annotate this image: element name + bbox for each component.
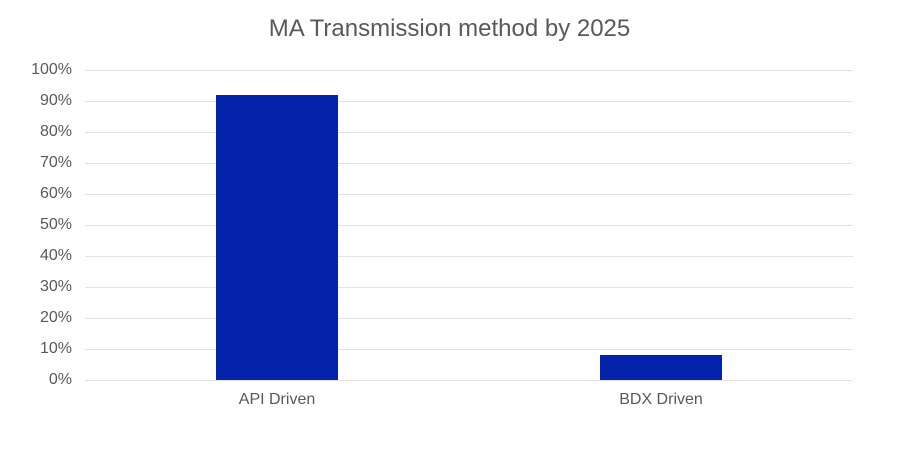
y-tick-label: 60% (39, 185, 72, 202)
y-tick-label: 80% (39, 123, 72, 140)
gridline (85, 101, 853, 102)
y-tick-label: 0% (48, 371, 72, 388)
gridline (85, 349, 853, 350)
y-tick-label: 100% (31, 61, 72, 78)
y-tick-label: 40% (39, 247, 72, 264)
bar-api-driven (216, 94, 338, 380)
gridline (85, 256, 853, 257)
x-tick-label: BDX Driven (619, 391, 703, 408)
y-tick-label: 10% (39, 340, 72, 357)
gridline (85, 70, 853, 71)
gridline (85, 194, 853, 195)
gridline (85, 163, 853, 164)
gridline (85, 132, 853, 133)
y-tick-label: 30% (39, 278, 72, 295)
plot-area (85, 70, 853, 381)
gridline (85, 380, 853, 381)
gridline (85, 225, 853, 226)
y-tick-label: 90% (39, 92, 72, 109)
x-tick-label: API Driven (238, 391, 316, 408)
y-tick-label: 70% (39, 154, 72, 171)
chart-title: MA Transmission method by 2025 (268, 15, 631, 42)
y-tick-label: 50% (39, 216, 72, 233)
gridline (85, 318, 853, 319)
bar-bdx-driven (600, 355, 722, 380)
gridline (85, 287, 853, 288)
y-tick-label: 20% (39, 309, 72, 326)
